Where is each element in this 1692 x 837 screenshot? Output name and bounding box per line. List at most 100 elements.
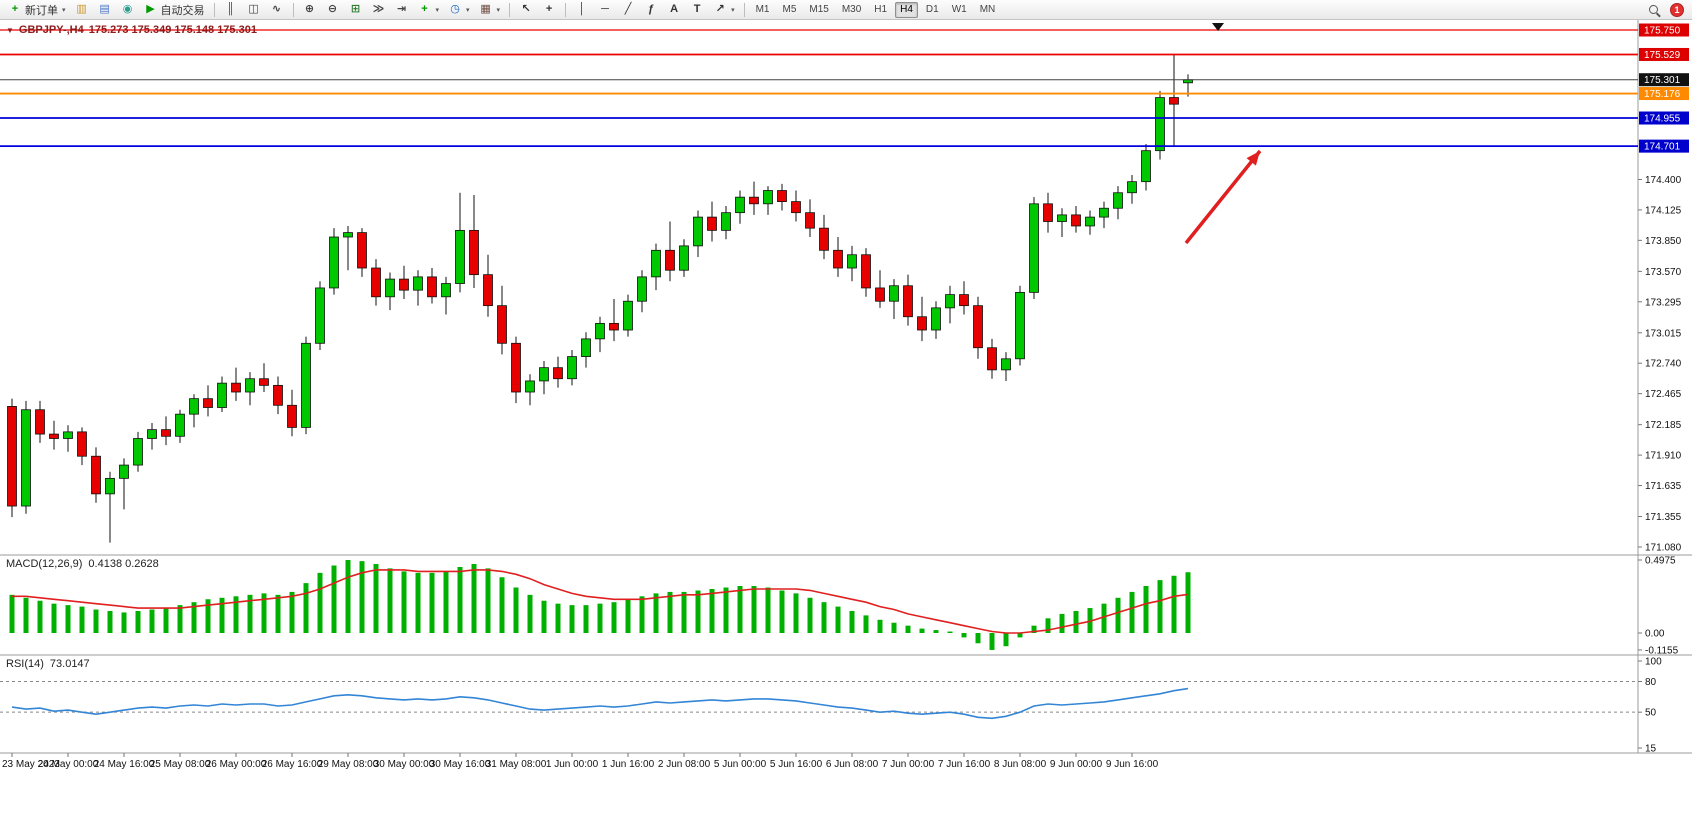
timeframe-button-m5[interactable]: M5: [777, 2, 801, 18]
timeframe-button-h4[interactable]: H4: [895, 1, 918, 18]
timeframe-button-d1[interactable]: D1: [921, 2, 944, 18]
rsi-scale-label: 80: [1645, 677, 1657, 688]
candle-body-up: [1001, 358, 1011, 371]
tile-windows-button[interactable]: ⊞: [345, 1, 367, 19]
toolbar-separator: [743, 2, 745, 17]
vertical-line-button[interactable]: │: [571, 1, 593, 19]
new-order-button[interactable]: + 新订单 ▾: [4, 1, 70, 19]
cursor-icon: ↖: [521, 3, 531, 15]
candle-body-down: [371, 267, 381, 298]
time-axis[interactable]: [0, 753, 1638, 775]
candle-body-up: [301, 342, 311, 428]
chart-plot-area[interactable]: [0, 20, 1638, 555]
autotrade-button[interactable]: ▶ 自动交易: [140, 1, 209, 19]
timeframe-button-m1[interactable]: M1: [751, 2, 775, 18]
candle-body-down: [917, 316, 927, 331]
candle-body-up: [119, 464, 129, 479]
candle-body-up: [651, 249, 661, 278]
rsi-name: RSI(14): [6, 658, 44, 670]
indicators-button[interactable]: + ▾: [414, 1, 444, 19]
line-chart-button[interactable]: ∿: [266, 1, 288, 19]
trend-arrow-annotation[interactable]: [1184, 149, 1262, 245]
toolbar-right-group: 1: [1645, 1, 1688, 19]
candle-body-up: [385, 278, 395, 298]
search-button[interactable]: [1645, 1, 1662, 19]
toolbar-separator: [565, 2, 567, 17]
navigator-button[interactable]: ◉: [117, 1, 139, 19]
bar-chart-button[interactable]: ║: [220, 1, 242, 19]
timeframe-button-w1[interactable]: W1: [947, 2, 972, 18]
zoom-out-button[interactable]: ⊖: [322, 1, 344, 19]
price-tag-175529: [1639, 47, 1689, 61]
trendline-icon: ╱: [624, 3, 632, 15]
auto-scroll-icon: ≫: [372, 3, 385, 15]
time-tick-label: 1 Jun 16:00: [602, 759, 655, 770]
fibonacci-button[interactable]: ƒ: [640, 1, 662, 19]
price-tick-label: 174.125: [1645, 205, 1682, 216]
candle-body-down: [973, 305, 983, 349]
toolbar-button-group: + 新订单 ▾ ▥ ▤ ◉ ▶ 自动交易 ║ ◫ ∿ ⊕ ⊖ ⊞ ≫ ⇥ + ▾ ◷ ▾ ▦ ▾ ↖ + │ ─ ╱ ƒ A T ↗ ▾ M1 M…: [4, 1, 1001, 19]
chart-shift-icon: ⇥: [396, 3, 407, 15]
templates-button[interactable]: ▦ ▾: [475, 1, 505, 19]
candle-body-up: [315, 287, 325, 344]
price-tick-label: 171.910: [1645, 451, 1682, 462]
price-axis[interactable]: [1638, 20, 1692, 753]
caret-down-icon: ▾: [435, 6, 440, 14]
data-window-button[interactable]: ▤: [94, 1, 116, 19]
candle-body-up: [1113, 192, 1123, 209]
candle-body-up: [343, 232, 353, 238]
price-tick-label: 173.570: [1645, 267, 1682, 278]
candle-body-down: [357, 232, 367, 269]
time-tick-label: 1 Jun 00:00: [546, 759, 599, 770]
time-tick-label: 6 Jun 08:00: [826, 759, 879, 770]
cursor-button[interactable]: ↖: [515, 1, 537, 19]
candle-body-up: [1155, 97, 1165, 152]
chart-shift-button[interactable]: ⇥: [391, 1, 413, 19]
text-label-button[interactable]: T: [686, 1, 708, 19]
candle-body-down: [497, 305, 507, 344]
candlestick-chart-button[interactable]: ◫: [243, 1, 265, 19]
symbol-name: GBPJPY-,H4: [18, 24, 84, 36]
text-button[interactable]: A: [663, 1, 685, 19]
candle-body-down: [791, 201, 801, 214]
timeframe-button-mn[interactable]: MN: [975, 2, 1001, 18]
market-watch-button[interactable]: ▥: [71, 1, 93, 19]
chart-canvas[interactable]: 174.400 174.125 173.850 173.570 173.295 173.0…: [0, 20, 1692, 837]
candle-body-down: [665, 249, 675, 271]
auto-scroll-button[interactable]: ≫: [368, 1, 390, 19]
arrows-icon: ↗: [715, 3, 725, 15]
macd-values: 0.4138 0.2628: [88, 558, 159, 570]
toolbar-separator: [509, 2, 511, 17]
ohlc-values: 175.273 175.349 175.148 175.301: [88, 24, 257, 36]
periods-icon: ◷: [450, 3, 460, 15]
timeframe-button-m30[interactable]: M30: [837, 2, 866, 18]
zoom-in-button[interactable]: ⊕: [299, 1, 321, 19]
crosshair-button[interactable]: +: [538, 1, 560, 19]
vertical-line-icon: │: [578, 3, 586, 15]
timeframe-button-m15[interactable]: M15: [804, 2, 833, 18]
candlestick-chart-icon: ◫: [248, 3, 259, 15]
periods-button[interactable]: ◷ ▾: [444, 1, 474, 19]
horizontal-line-button[interactable]: ─: [594, 1, 616, 19]
arrows-button[interactable]: ↗ ▾: [709, 1, 739, 19]
price-tick-label: 171.080: [1645, 543, 1682, 554]
horizontal-line-icon: ─: [601, 3, 609, 15]
candle-body-up: [623, 300, 633, 331]
candle-body-up: [1057, 214, 1067, 222]
trendline-button[interactable]: ╱: [617, 1, 639, 19]
candle-body-down: [287, 404, 297, 428]
candle-body-down: [553, 367, 563, 380]
candle-body-up: [217, 382, 227, 408]
triangle-marker[interactable]: [1212, 23, 1224, 31]
notification-badge[interactable]: 1: [1670, 2, 1684, 17]
candle-body-up: [189, 398, 199, 415]
symbol-dropdown-icon[interactable]: ▼: [6, 25, 14, 35]
data-window-icon: ▤: [99, 3, 110, 15]
autotrade-button-label: 自动交易: [160, 4, 205, 17]
price-tick-label: 171.355: [1645, 512, 1682, 523]
tile-windows-icon: ⊞: [350, 3, 361, 15]
time-tick-label: 9 Jun 00:00: [1050, 759, 1103, 770]
timeframe-button-h1[interactable]: H1: [869, 2, 892, 18]
market-watch-icon: ▥: [76, 3, 87, 15]
candle-body-down: [833, 249, 843, 269]
